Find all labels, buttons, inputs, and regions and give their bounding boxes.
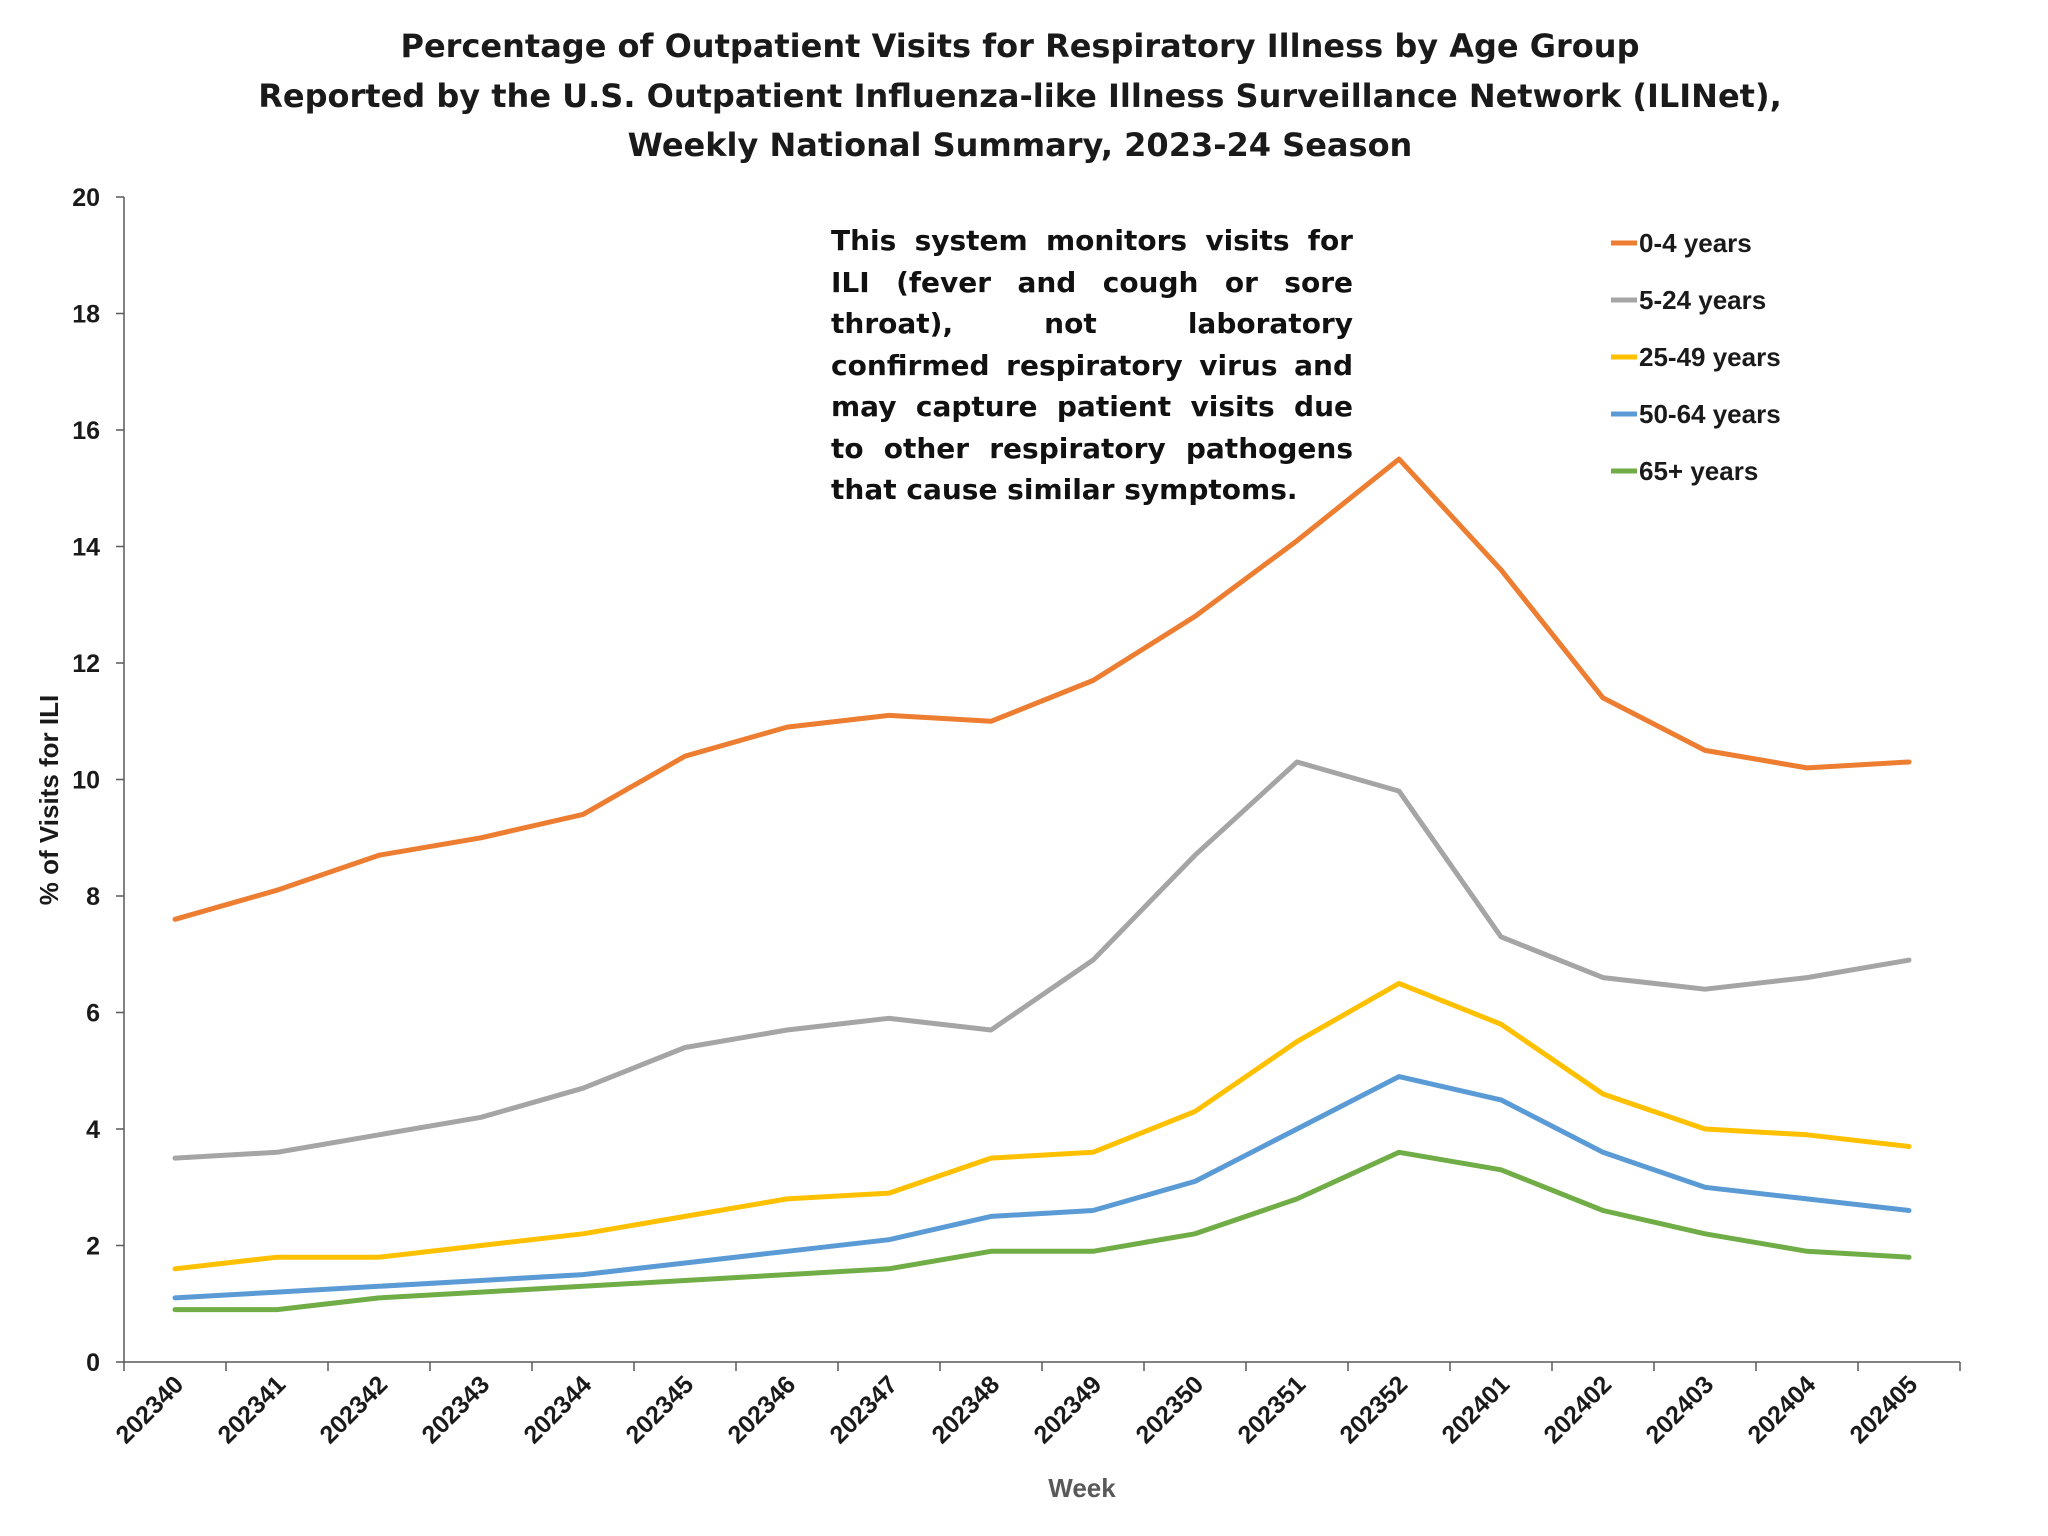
x-tick-label: 202403 <box>1640 1370 1719 1449</box>
chart-title-line-1: Percentage of Outpatient Visits for Resp… <box>401 27 1640 65</box>
x-tick-label: 202402 <box>1538 1370 1617 1449</box>
series-layer <box>172 456 1912 1313</box>
x-tick-label: 202340 <box>110 1370 189 1449</box>
y-tick-label: 8 <box>86 883 100 911</box>
x-tick-label: 202350 <box>1130 1370 1209 1449</box>
series-line-5-24-years <box>172 759 1912 1161</box>
legend-item: 0-4 years <box>1611 228 1752 258</box>
x-tick-label: 202341 <box>212 1370 291 1449</box>
y-tick-label: 4 <box>86 1116 100 1144</box>
x-axis-title: Week <box>1048 1473 1116 1503</box>
chart-annotation: This system monitors visits for ILI (fev… <box>831 224 1353 506</box>
legend-label: 25-49 years <box>1639 342 1781 372</box>
legend-label: 65+ years <box>1639 456 1758 486</box>
x-tick-label: 202405 <box>1844 1370 1923 1449</box>
legend-item: 5-24 years <box>1611 285 1766 315</box>
legend-item: 65+ years <box>1611 456 1758 486</box>
x-tick-label: 202344 <box>518 1370 597 1449</box>
legend-item: 25-49 years <box>1611 342 1781 372</box>
chart-title-line-2: Reported by the U.S. Outpatient Influenz… <box>258 77 1781 115</box>
y-tick-label: 12 <box>72 650 100 678</box>
legend-label: 0-4 years <box>1639 228 1752 258</box>
x-tick-label: 202346 <box>722 1370 801 1449</box>
legend-label: 5-24 years <box>1639 285 1766 315</box>
y-tick-label: 6 <box>86 1000 100 1028</box>
y-tick-label: 2 <box>86 1233 100 1261</box>
x-tick-label: 202342 <box>314 1370 393 1449</box>
legend-label: 50-64 years <box>1639 399 1781 429</box>
y-axis-title: % of Visits for ILI <box>34 695 64 905</box>
series-line-50-64-years <box>172 1074 1912 1301</box>
legend-item: 50-64 years <box>1611 399 1781 429</box>
x-tick-label: 202349 <box>1028 1370 1107 1449</box>
chart-title: Percentage of Outpatient Visits for Resp… <box>258 27 1781 164</box>
x-tick-label: 202343 <box>416 1370 495 1449</box>
chart-title-line-3: Weekly National Summary, 2023-24 Season <box>628 126 1413 164</box>
series-line-65-years <box>172 1149 1912 1313</box>
legend: 0-4 years 5-24 years 25-49 years 50-64 year… <box>1611 228 1781 486</box>
x-tick-label: 202352 <box>1334 1370 1413 1449</box>
x-tick-label: 202347 <box>824 1370 903 1449</box>
series-line-0-4-years <box>172 456 1912 922</box>
series-line-25-49-years <box>172 980 1912 1272</box>
x-tick-label: 202404 <box>1742 1370 1821 1449</box>
x-tick-label: 202345 <box>620 1370 699 1449</box>
x-tick-label: 202401 <box>1436 1370 1515 1449</box>
x-tick-label: 202348 <box>926 1370 1005 1449</box>
y-tick-label: 10 <box>72 767 100 795</box>
y-tick-label: 0 <box>86 1349 100 1377</box>
y-tick-label: 16 <box>72 417 100 445</box>
y-tick-label: 18 <box>72 301 100 329</box>
y-tick-label: 14 <box>72 534 100 562</box>
x-tick-label: 202351 <box>1232 1370 1311 1449</box>
y-tick-label: 20 <box>72 184 100 212</box>
